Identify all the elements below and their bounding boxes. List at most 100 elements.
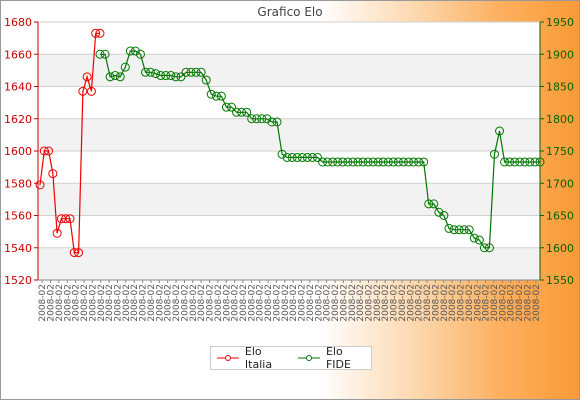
data-point-fide — [323, 157, 333, 167]
x-tick-label: 2008-02 — [406, 284, 416, 322]
data-point-fide — [424, 199, 434, 209]
x-tick-label: 2008-02 — [348, 284, 358, 322]
data-point-fide — [530, 157, 540, 167]
data-point-fide — [479, 243, 489, 253]
data-point-fide — [302, 152, 312, 162]
y-right-tick-label: 1750 — [546, 145, 574, 158]
x-tick-label: 2008-02 — [331, 284, 341, 322]
x-tick-label: 2008-02 — [532, 284, 542, 322]
x-tick-label: 2008-02 — [323, 284, 333, 322]
legend-marker-italia — [217, 355, 239, 361]
plot-band — [38, 86, 540, 119]
x-tick-label: 2008-02 — [482, 284, 492, 322]
data-point-fide — [459, 225, 469, 235]
data-point-fide — [151, 69, 161, 79]
y-right-tick-label: 1950 — [546, 16, 574, 29]
x-tick-label: 2008-02 — [155, 284, 165, 322]
x-tick-label: 2008-02 — [122, 284, 132, 322]
x-tick-label: 2008-02 — [490, 284, 500, 322]
data-point-italia — [35, 180, 45, 190]
x-tick-label: 2008-02 — [507, 284, 517, 322]
data-point-italia — [86, 86, 96, 96]
data-point-fide — [489, 149, 499, 159]
x-tick-label: 2008-02 — [172, 284, 182, 322]
data-point-fide — [206, 89, 216, 99]
data-point-fide — [257, 114, 267, 124]
legend-entry-italia: Elo Italia — [217, 345, 292, 371]
data-point-fide — [171, 72, 181, 82]
y-right-tick-label: 1550 — [546, 274, 574, 287]
data-point-fide — [262, 114, 272, 124]
data-point-fide — [474, 235, 484, 245]
x-tick-label: 2008-02 — [415, 284, 425, 322]
data-point-italia — [39, 146, 49, 156]
data-point-fide — [186, 67, 196, 77]
data-point-fide — [130, 46, 140, 56]
data-point-fide — [196, 67, 206, 77]
data-point-fide — [221, 102, 231, 112]
data-point-fide — [125, 46, 135, 56]
data-point-fide — [535, 157, 545, 167]
data-point-fide — [292, 152, 302, 162]
y-left-tick-label: 1600 — [4, 145, 32, 158]
data-point-fide — [181, 67, 191, 77]
data-point-fide — [176, 72, 186, 82]
x-tick-label: 2008-02 — [498, 284, 508, 322]
x-tick-label: 2008-02 — [147, 284, 157, 322]
y-right-tick-label: 1800 — [546, 113, 574, 126]
y-right-tick-label: 1850 — [546, 81, 574, 94]
x-tick-label: 2008-02 — [130, 284, 140, 322]
data-point-fide — [439, 211, 449, 220]
data-point-fide — [95, 49, 105, 59]
data-point-fide — [510, 157, 520, 167]
plot-band — [38, 183, 540, 216]
data-point-fide — [328, 157, 338, 167]
x-tick-label: 2008-02 — [390, 284, 400, 322]
data-point-fide — [398, 157, 408, 167]
data-point-fide — [156, 71, 166, 81]
data-point-fide — [454, 225, 464, 235]
data-point-fide — [201, 75, 211, 85]
data-point-fide — [307, 152, 317, 162]
y-left-tick-label: 1580 — [4, 177, 32, 190]
x-tick-label: 2008-02 — [289, 284, 299, 322]
x-tick-label: 2008-02 — [139, 284, 149, 322]
data-point-fide — [393, 157, 403, 167]
data-point-fide — [115, 72, 125, 82]
data-point-fide — [141, 67, 151, 77]
data-point-fide — [434, 207, 444, 217]
data-point-fide — [525, 157, 535, 167]
data-point-italia — [78, 86, 88, 96]
series-line-fide — [100, 50, 540, 249]
data-point-fide — [515, 157, 525, 167]
data-point-fide — [388, 157, 398, 167]
data-point-fide — [495, 126, 505, 136]
data-point-fide — [368, 157, 378, 167]
data-point-fide — [318, 157, 328, 167]
data-point-fide — [166, 71, 176, 81]
chart-legend: Elo Italia Elo FIDE — [210, 345, 372, 371]
data-point-fide — [272, 117, 282, 127]
data-point-italia — [69, 248, 79, 258]
data-point-fide — [378, 157, 388, 167]
plot-band — [38, 22, 540, 55]
data-point-italia — [82, 72, 92, 82]
data-point-fide — [282, 152, 292, 162]
y-left-tick-label: 1540 — [4, 242, 32, 255]
x-tick-label: 2008-02 — [364, 284, 374, 322]
data-point-fide — [100, 49, 110, 59]
data-point-fide — [146, 67, 156, 77]
x-tick-label: 2008-02 — [473, 284, 483, 322]
x-tick-label: 2008-02 — [88, 284, 98, 322]
data-point-fide — [444, 223, 454, 233]
data-point-fide — [348, 157, 358, 167]
data-point-fide — [232, 107, 242, 117]
data-point-italia — [56, 214, 66, 224]
x-tick-label: 2008-02 — [222, 284, 232, 322]
data-point-italia — [91, 28, 101, 38]
data-point-fide — [409, 157, 419, 167]
x-tick-label: 2008-02 — [373, 284, 383, 322]
data-point-fide — [353, 157, 363, 167]
data-point-fide — [500, 157, 510, 167]
x-tick-label: 2008-02 — [180, 284, 190, 322]
